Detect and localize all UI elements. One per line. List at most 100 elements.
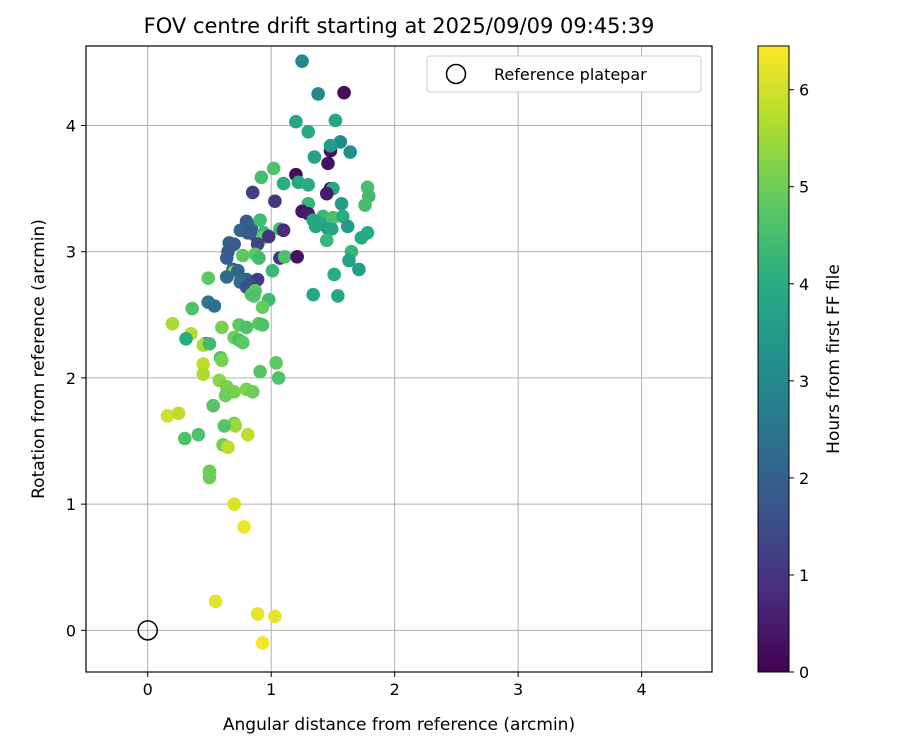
y-tick-label: 0 bbox=[66, 621, 76, 640]
data-point bbox=[321, 156, 335, 171]
data-point bbox=[327, 267, 341, 282]
data-point bbox=[185, 301, 199, 316]
data-point bbox=[268, 609, 282, 624]
data-point bbox=[236, 335, 250, 350]
data-point bbox=[326, 210, 340, 225]
colorbar-tick-label: 4 bbox=[799, 275, 809, 294]
data-point bbox=[215, 353, 229, 368]
data-point bbox=[261, 229, 276, 244]
data-point bbox=[196, 367, 211, 381]
data-point bbox=[165, 316, 180, 331]
data-point bbox=[276, 223, 291, 238]
x-tick-label: 2 bbox=[390, 680, 400, 699]
data-point bbox=[323, 138, 338, 153]
data-point bbox=[231, 263, 245, 278]
data-point bbox=[245, 385, 260, 399]
data-point bbox=[266, 161, 281, 176]
data-point bbox=[206, 398, 220, 413]
data-point bbox=[301, 178, 316, 192]
data-point bbox=[219, 251, 234, 265]
data-point bbox=[207, 299, 222, 313]
colorbar-label: Hours from first FF file bbox=[824, 264, 844, 454]
data-point bbox=[271, 371, 286, 385]
data-point bbox=[179, 332, 193, 346]
data-point bbox=[337, 85, 351, 100]
data-point bbox=[160, 408, 175, 423]
grid-lines bbox=[86, 46, 712, 672]
reference-platepar-marker bbox=[137, 620, 158, 641]
data-point bbox=[201, 271, 216, 286]
data-point bbox=[255, 318, 270, 332]
data-point bbox=[196, 357, 211, 371]
y-tick-label: 2 bbox=[66, 369, 76, 388]
data-point bbox=[208, 594, 223, 609]
x-tick-label: 4 bbox=[637, 680, 647, 699]
data-point bbox=[331, 289, 345, 303]
data-points bbox=[160, 54, 376, 650]
data-point bbox=[245, 185, 260, 200]
x-axis-label: Angular distance from reference (arcmin) bbox=[223, 715, 575, 735]
data-point bbox=[343, 145, 358, 159]
data-point bbox=[295, 54, 309, 68]
legend: Reference platepar bbox=[426, 55, 702, 93]
data-point bbox=[239, 320, 254, 335]
reference-point bbox=[137, 620, 158, 641]
data-point bbox=[217, 419, 232, 433]
data-point bbox=[277, 249, 292, 264]
data-point bbox=[301, 125, 316, 139]
data-point bbox=[255, 636, 270, 650]
data-point bbox=[276, 176, 291, 191]
data-point bbox=[289, 114, 303, 129]
colorbar-tick-label: 1 bbox=[799, 566, 809, 585]
y-tick-label: 1 bbox=[66, 495, 76, 514]
data-point bbox=[215, 320, 229, 335]
data-point bbox=[227, 497, 241, 511]
data-point bbox=[307, 150, 322, 164]
data-point bbox=[254, 170, 269, 185]
colorbar-tick-label: 5 bbox=[799, 178, 809, 197]
data-point bbox=[328, 113, 343, 128]
data-point bbox=[269, 355, 283, 370]
plot-frame bbox=[85, 45, 713, 673]
legend-marker-reference bbox=[445, 63, 467, 85]
legend-entry-reference: Reference platepar bbox=[494, 65, 647, 84]
colorbar-tick-label: 3 bbox=[799, 372, 809, 391]
data-point bbox=[290, 249, 304, 264]
data-point bbox=[250, 607, 265, 621]
data-point bbox=[358, 198, 372, 212]
data-point bbox=[240, 427, 255, 442]
data-point bbox=[319, 233, 334, 248]
x-tick-label: 1 bbox=[266, 680, 276, 699]
legend-box bbox=[426, 55, 702, 93]
data-point bbox=[253, 213, 267, 227]
x-axis-ticks: 0 1 2 3 4 bbox=[143, 672, 647, 699]
data-point bbox=[342, 253, 356, 268]
data-point bbox=[354, 231, 369, 245]
data-point bbox=[253, 364, 267, 379]
data-point bbox=[237, 520, 251, 534]
colorbar-ticks: 0 1 2 3 4 5 6 bbox=[789, 81, 809, 682]
data-point bbox=[306, 287, 320, 302]
data-point bbox=[340, 219, 355, 234]
data-point bbox=[252, 251, 266, 265]
y-tick-label: 3 bbox=[66, 243, 76, 262]
data-point bbox=[324, 222, 339, 236]
data-point bbox=[177, 431, 192, 446]
data-point bbox=[191, 427, 206, 442]
data-point bbox=[265, 263, 280, 278]
chart-title: FOV centre drift starting at 2025/09/09 … bbox=[144, 14, 655, 38]
x-tick-label: 0 bbox=[143, 680, 153, 699]
colorbar-tick-label: 2 bbox=[799, 469, 809, 488]
data-point bbox=[311, 87, 325, 101]
data-point bbox=[171, 406, 186, 421]
data-point bbox=[319, 186, 334, 201]
data-point bbox=[202, 337, 217, 351]
y-tick-label: 4 bbox=[66, 117, 76, 136]
data-point bbox=[268, 194, 282, 209]
data-point bbox=[352, 262, 366, 277]
colorbar-tick-label: 6 bbox=[799, 81, 809, 100]
colorbar: 0 1 2 3 4 5 6 Hours from first FF file bbox=[757, 45, 844, 682]
y-axis-label: Rotation from reference (arcmin) bbox=[29, 219, 49, 499]
colorbar-tick-label: 0 bbox=[799, 663, 809, 682]
data-point bbox=[218, 388, 233, 403]
